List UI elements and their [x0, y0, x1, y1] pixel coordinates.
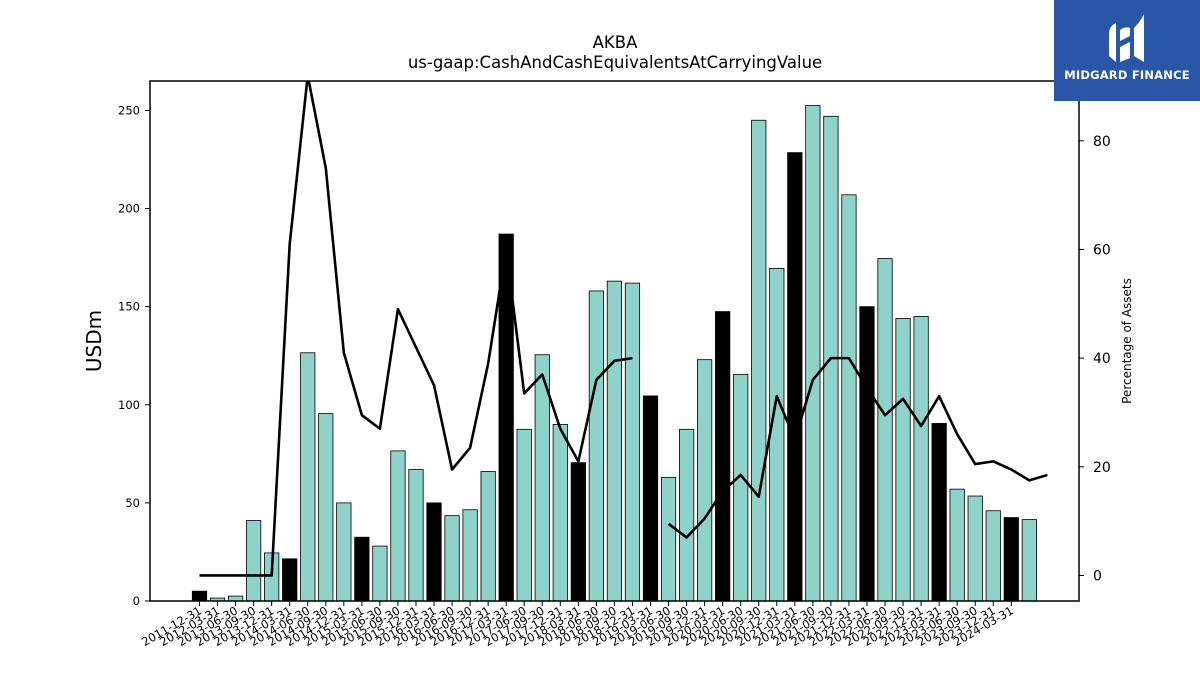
bar: [715, 311, 731, 602]
y-tick-label: 0: [133, 594, 140, 608]
y-tick-label: 200: [118, 202, 140, 216]
bar: [246, 520, 262, 602]
bar: [877, 258, 893, 602]
bar: [805, 105, 821, 602]
midgard-logo-icon: [1109, 14, 1144, 62]
bar: [895, 318, 911, 602]
bar: [570, 462, 586, 602]
bar: [769, 267, 785, 602]
y-axis-left: 0 50 100 150 200 250: [118, 103, 150, 608]
bar: [1021, 519, 1037, 602]
bar: [336, 502, 352, 602]
bar: [408, 469, 424, 602]
y2-axis-label: Percentage of Assets: [1120, 278, 1134, 404]
bar: [642, 395, 659, 602]
bar: [678, 428, 695, 602]
bar: [606, 280, 623, 602]
y-tick-label: 150: [118, 300, 140, 314]
bar: [480, 471, 496, 602]
midgard-finance-logo: MIDGARD FINANCE: [1054, 0, 1200, 101]
bar: [697, 359, 713, 602]
bar: [913, 316, 929, 602]
bar: [931, 423, 947, 602]
bar: [660, 476, 677, 602]
y2-tick-label: 80: [1093, 134, 1111, 150]
y-tick-label: 100: [118, 398, 140, 412]
bar: [949, 488, 965, 602]
bar: [624, 282, 641, 602]
bar: [516, 428, 532, 602]
bar: [859, 306, 875, 602]
bar: [300, 352, 316, 602]
y2-tick-label: 0: [1093, 568, 1102, 584]
line-group: [199, 81, 1048, 577]
bar: [372, 545, 388, 602]
y2-tick-label: 40: [1093, 351, 1111, 367]
bar: [733, 373, 749, 602]
bar: [318, 413, 334, 602]
y-axis-right: 0 20 40 60 80: [1079, 134, 1111, 584]
bar: [282, 558, 298, 602]
y-tick-label: 250: [118, 103, 140, 117]
bar: [390, 450, 406, 602]
chart-subtitle: us-gaap:CashAndCashEquivalentsAtCarrying…: [408, 53, 822, 72]
y2-tick-label: 20: [1093, 460, 1111, 476]
bars-group: [191, 105, 1037, 602]
y2-tick-label: 60: [1093, 242, 1111, 258]
percentage-line: [667, 356, 1048, 539]
bar: [967, 495, 983, 602]
y-tick-label: 50: [125, 496, 140, 510]
bar: [462, 509, 478, 602]
bar: [985, 510, 1001, 602]
bar: [787, 152, 803, 602]
x-axis: 2011-12-312012-03-312013-06-302013-09-30…: [139, 601, 1016, 649]
bar: [1003, 517, 1019, 602]
bar: [751, 119, 767, 602]
bar: [444, 515, 460, 602]
bar: [191, 590, 208, 602]
percentage-line: [199, 81, 633, 577]
logo-text: MIDGARD FINANCE: [1064, 68, 1190, 82]
bar: [354, 536, 370, 602]
y-axis-label: USDm: [82, 310, 106, 372]
bar: [588, 290, 604, 602]
chart-title: AKBA: [593, 33, 638, 52]
bar: [552, 423, 568, 602]
bar: [426, 502, 442, 602]
bar: [841, 194, 857, 602]
